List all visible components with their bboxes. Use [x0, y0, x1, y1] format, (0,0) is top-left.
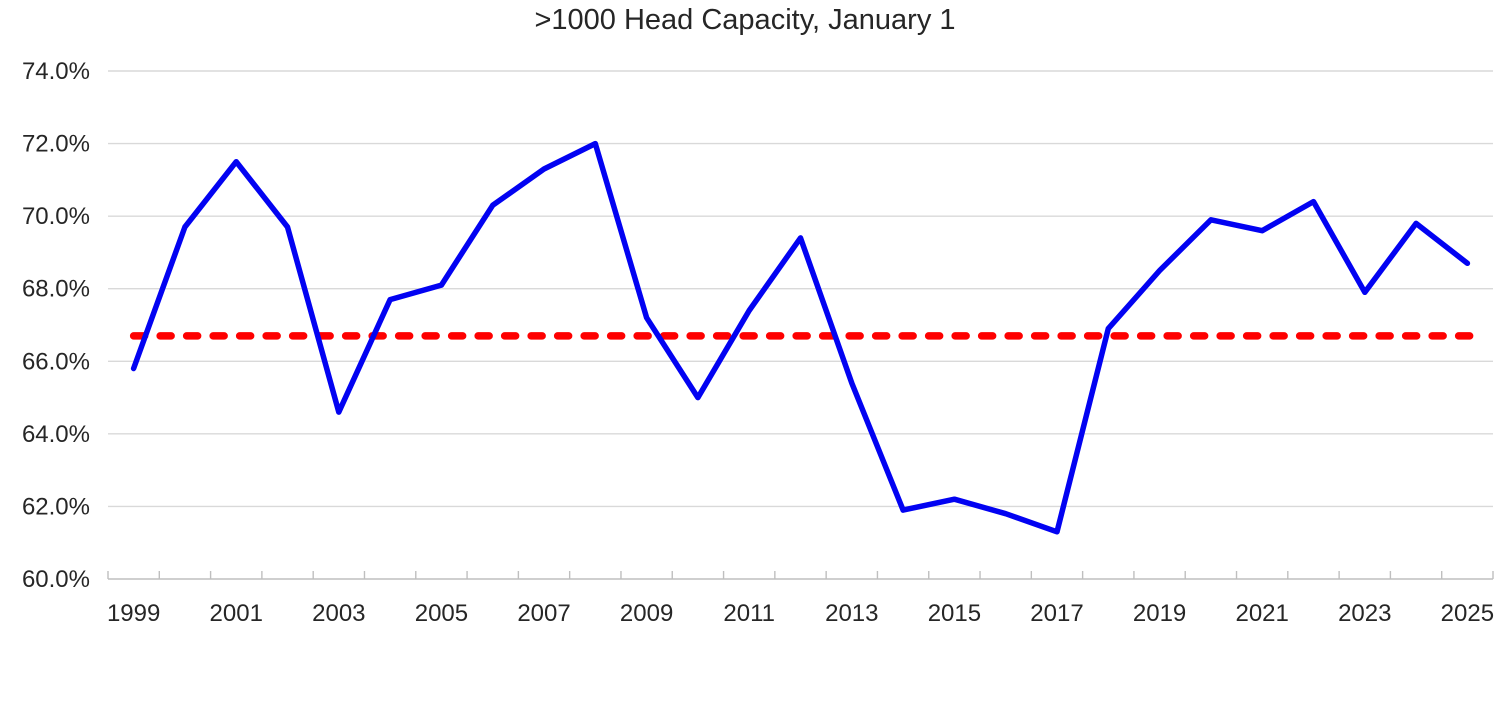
- y-axis-tick-label: 72.0%: [22, 131, 90, 158]
- x-axis-tick-label: 2005: [415, 600, 468, 627]
- x-axis-tick-label: 2023: [1338, 600, 1391, 627]
- y-axis-tick-label: 66.0%: [22, 348, 90, 375]
- x-axis-tick-label: 2011: [723, 600, 775, 627]
- x-axis-tick-label: 2019: [1133, 600, 1186, 627]
- x-axis-tick-label: 2015: [928, 600, 981, 627]
- x-axis-tick-label: 1999: [107, 600, 160, 627]
- y-axis-tick-label: 68.0%: [22, 276, 90, 303]
- x-axis-tick-label: 2009: [620, 600, 673, 627]
- x-axis-tick-label: 2001: [210, 600, 263, 627]
- x-axis-tick-label: 2003: [312, 600, 365, 627]
- x-axis-tick-label: 2021: [1235, 600, 1288, 627]
- y-axis-tick-label: 62.0%: [22, 493, 90, 520]
- x-axis-tick-label: 2025: [1441, 600, 1494, 627]
- x-axis-tick-label: 2017: [1030, 600, 1083, 627]
- chart-title: >1000 Head Capacity, January 1: [534, 4, 956, 36]
- y-axis-tick-label: 74.0%: [22, 58, 90, 85]
- x-axis-tick-label: 2007: [517, 600, 570, 627]
- capacity-series-line: [130, 140, 1471, 535]
- y-axis-tick-label: 70.0%: [22, 203, 90, 230]
- y-axis-tick-label: 60.0%: [22, 566, 90, 593]
- x-axis-tick-label: 2013: [825, 600, 878, 627]
- y-axis-tick-label: 64.0%: [22, 421, 90, 448]
